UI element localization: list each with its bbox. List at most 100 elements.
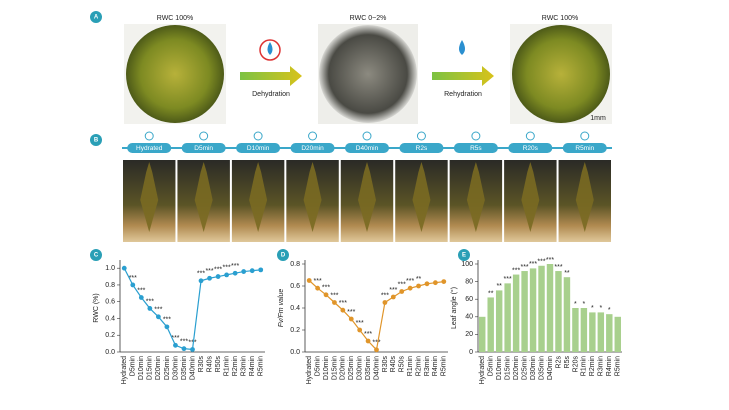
x-tick-label: D10min	[138, 356, 145, 380]
arrow-label: Dehydration	[252, 91, 290, 98]
point	[332, 300, 337, 305]
point	[348, 316, 354, 322]
y-tick-label: 40	[465, 314, 473, 321]
significance: **	[496, 283, 502, 290]
significance: ***	[512, 267, 520, 274]
step-label: D10min	[247, 145, 270, 152]
panel-b: B 1mm HydratedD5minD10minD20minD40minR2s…	[90, 131, 612, 242]
bar	[546, 264, 554, 352]
significance: ***	[223, 265, 231, 272]
point	[340, 307, 346, 313]
significance: **	[564, 270, 570, 277]
point	[323, 292, 329, 298]
point	[374, 347, 379, 353]
y-tick-label: 60	[465, 296, 473, 303]
point	[416, 283, 421, 289]
y-tick-label: 80	[465, 278, 473, 285]
drop-icon	[267, 42, 273, 55]
x-tick-label: D35min	[365, 356, 372, 380]
plant	[521, 162, 540, 232]
clock-icon	[253, 131, 263, 141]
y-tick-label: 20	[465, 331, 473, 338]
x-tick-label: R30s	[382, 356, 389, 373]
photo-caption: RWC 100%	[157, 15, 193, 22]
point	[241, 269, 247, 274]
x-tick-label: R20s	[572, 356, 579, 373]
point	[399, 289, 405, 294]
photo-caption: RWC 0~2%	[350, 15, 387, 22]
y-axis-label: RWC (%)	[93, 293, 100, 322]
significance: ***	[171, 335, 179, 342]
significance: ***	[154, 307, 162, 314]
x-tick-label: D35min	[181, 356, 188, 380]
point	[424, 281, 430, 287]
x-tick-label: D30min	[172, 356, 179, 380]
x-tick-label: D10min	[496, 356, 503, 380]
significance: ***	[372, 340, 380, 347]
significance: ***	[163, 317, 171, 324]
bar	[555, 271, 562, 352]
significance: *	[599, 305, 602, 312]
point	[232, 270, 238, 276]
panel-letter: E	[462, 253, 466, 259]
x-tick-label: R4min	[432, 356, 439, 376]
bar	[479, 316, 486, 352]
x-tick-label: R3min	[598, 356, 605, 376]
clock-icon	[416, 131, 426, 141]
point	[173, 342, 178, 348]
significance: *	[591, 305, 594, 312]
significance: ***	[330, 292, 338, 299]
step-pill	[453, 143, 498, 153]
point	[138, 295, 144, 300]
plant	[194, 162, 213, 232]
significance: **	[416, 276, 422, 283]
y-tick-label: 0.8	[105, 282, 115, 289]
significance: ***	[554, 264, 562, 271]
x-tick-label: R1min	[581, 356, 588, 376]
y-tick-label: 0.2	[290, 327, 300, 334]
arrow	[432, 66, 494, 86]
significance: ***	[364, 331, 372, 338]
significance: ***	[529, 261, 537, 268]
panel-a: A RWC 100% RWC 0~2% RWC 100% 1mm Dehydra…	[90, 11, 612, 124]
clock-icon	[199, 131, 209, 141]
arrow	[240, 66, 302, 86]
line	[123, 267, 261, 351]
plant	[140, 162, 159, 232]
plant	[412, 162, 431, 232]
x-tick-label: D15min	[331, 356, 338, 380]
significance: ***	[381, 292, 389, 299]
step-label: R5s	[470, 145, 482, 152]
point	[407, 285, 413, 291]
point	[365, 338, 371, 344]
x-tick-label: D15min	[147, 356, 154, 380]
bar	[580, 308, 588, 352]
x-tick-label: D5min	[130, 356, 137, 376]
x-tick-label: R30s	[198, 356, 205, 373]
plant	[249, 162, 268, 232]
bar	[597, 312, 605, 352]
panel-badge	[90, 249, 102, 261]
significance: ***	[129, 275, 137, 282]
x-tick-label: D20min	[155, 356, 162, 380]
point	[207, 275, 212, 281]
x-tick-label: D30min	[530, 356, 537, 380]
moss-photo	[126, 25, 224, 123]
point	[306, 278, 312, 283]
point	[441, 279, 447, 284]
point	[147, 306, 153, 311]
significance: ***	[520, 264, 528, 271]
point	[357, 327, 363, 333]
significance: *	[608, 307, 611, 314]
point	[215, 274, 221, 279]
x-tick-label: R50s	[215, 356, 222, 373]
bar	[614, 316, 621, 352]
clock-icon	[308, 131, 318, 141]
x-tick-label: D5min	[488, 356, 495, 376]
x-tick-label: D25min	[521, 356, 528, 380]
y-tick-label: 0.2	[105, 332, 115, 339]
x-tick-label: R1min	[223, 356, 230, 376]
panel-badge	[458, 249, 470, 261]
panel-badge	[277, 249, 289, 261]
dry-moss-photo	[319, 25, 417, 123]
